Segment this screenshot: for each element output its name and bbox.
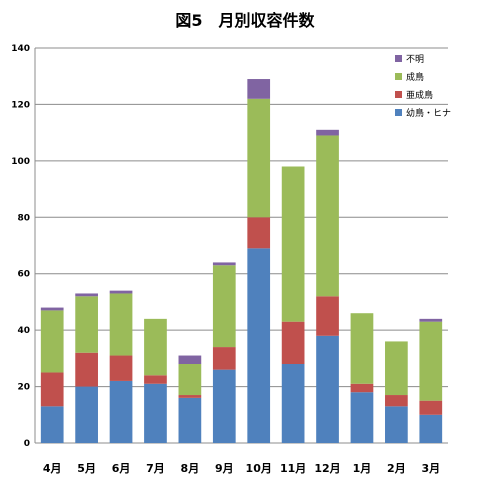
bar-segment bbox=[385, 406, 408, 443]
bar-segment bbox=[419, 321, 443, 401]
bar-segment bbox=[40, 406, 64, 443]
bar-segment bbox=[281, 321, 305, 364]
bar-segment bbox=[316, 296, 339, 336]
legend-label: 不明 bbox=[406, 54, 424, 65]
legend-item: 成鳥 bbox=[395, 71, 424, 83]
legend-swatch bbox=[395, 55, 402, 62]
y-tick-label: 20 bbox=[17, 383, 30, 393]
x-tick-label: 1月 bbox=[353, 462, 372, 475]
bar-segment bbox=[178, 395, 202, 398]
legend-swatch bbox=[395, 109, 402, 116]
bar-segment bbox=[75, 352, 98, 387]
bar-segment bbox=[75, 386, 98, 443]
bar-segment bbox=[144, 383, 167, 443]
bar-segment bbox=[212, 347, 236, 370]
bar-segment bbox=[212, 262, 236, 266]
bar-segment bbox=[178, 364, 202, 396]
x-tick-label: 11月 bbox=[280, 462, 306, 475]
x-tick-label: 12月 bbox=[314, 462, 340, 475]
bar-segment bbox=[316, 129, 339, 136]
x-tick-label: 7月 bbox=[146, 462, 165, 475]
bar-segment bbox=[385, 395, 408, 407]
bar-segment bbox=[350, 383, 374, 393]
x-tick-label: 4月 bbox=[43, 462, 62, 475]
chart-title: 図5 月別収容件数 bbox=[175, 11, 315, 30]
x-tick-label: 10月 bbox=[246, 462, 272, 475]
legend-label: 幼鳥・ヒナ bbox=[406, 107, 451, 119]
bar-segment bbox=[419, 318, 443, 322]
legend-swatch bbox=[395, 73, 402, 80]
bar-segment bbox=[40, 372, 64, 407]
x-tick-labels: 4月 5月 6月 7月 8月 9月 10月 11月 12月 1月 2月 3月 bbox=[43, 462, 440, 475]
bar-segment bbox=[281, 166, 305, 322]
bar-segment bbox=[40, 307, 64, 311]
x-tick-label: 3月 bbox=[421, 462, 440, 475]
y-tick-label: 60 bbox=[17, 270, 30, 280]
x-tick-label: 2月 bbox=[387, 462, 406, 475]
y-tick-label: 140 bbox=[11, 44, 30, 54]
legend-item: 幼鳥・ヒナ bbox=[395, 107, 451, 119]
bar-segment bbox=[247, 98, 271, 218]
bar-segment bbox=[419, 414, 443, 443]
bar-segment bbox=[350, 392, 374, 443]
bar-segment bbox=[109, 380, 133, 443]
bar-segment bbox=[316, 335, 339, 443]
bar-segment bbox=[144, 318, 167, 376]
bar-segment bbox=[144, 375, 167, 384]
y-tick-label: 40 bbox=[17, 326, 30, 336]
bar-segment bbox=[247, 248, 271, 443]
bar-segment bbox=[316, 135, 339, 297]
legend-item: 不明 bbox=[395, 54, 424, 65]
bar-segment bbox=[109, 290, 133, 294]
bar-segment bbox=[109, 355, 133, 381]
y-tick-label: 100 bbox=[11, 157, 30, 167]
bar-segment bbox=[281, 364, 305, 443]
y-tick-label: 80 bbox=[17, 213, 30, 223]
y-tick-label: 120 bbox=[11, 100, 30, 110]
axes bbox=[34, 48, 448, 444]
bar-segment bbox=[385, 341, 408, 396]
x-tick-label: 6月 bbox=[112, 462, 131, 475]
gridlines bbox=[35, 47, 448, 388]
bar-segment bbox=[247, 79, 271, 99]
bar-segment bbox=[40, 310, 64, 373]
bar-segment bbox=[178, 397, 202, 443]
bar-segment bbox=[212, 369, 236, 443]
bar-segment bbox=[419, 400, 443, 415]
x-tick-label: 9月 bbox=[215, 462, 234, 475]
bars bbox=[40, 79, 443, 443]
x-tick-label: 5月 bbox=[77, 462, 96, 475]
legend-swatch bbox=[395, 91, 402, 98]
bar-segment bbox=[75, 293, 98, 297]
bar-segment bbox=[109, 293, 133, 356]
y-tick-label: 0 bbox=[24, 439, 30, 449]
x-tick-label: 8月 bbox=[181, 462, 200, 475]
legend-item: 亜成鳥 bbox=[395, 89, 433, 101]
bar-segment bbox=[178, 355, 202, 364]
bar-segment bbox=[247, 217, 271, 249]
bar-segment bbox=[212, 265, 236, 348]
legend-label: 亜成鳥 bbox=[406, 89, 433, 101]
bar-segment bbox=[75, 296, 98, 353]
legend-label: 成鳥 bbox=[406, 71, 424, 83]
y-tick-labels: 0 20 40 60 80 100 120 140 bbox=[11, 44, 30, 449]
bar-segment bbox=[350, 313, 374, 384]
